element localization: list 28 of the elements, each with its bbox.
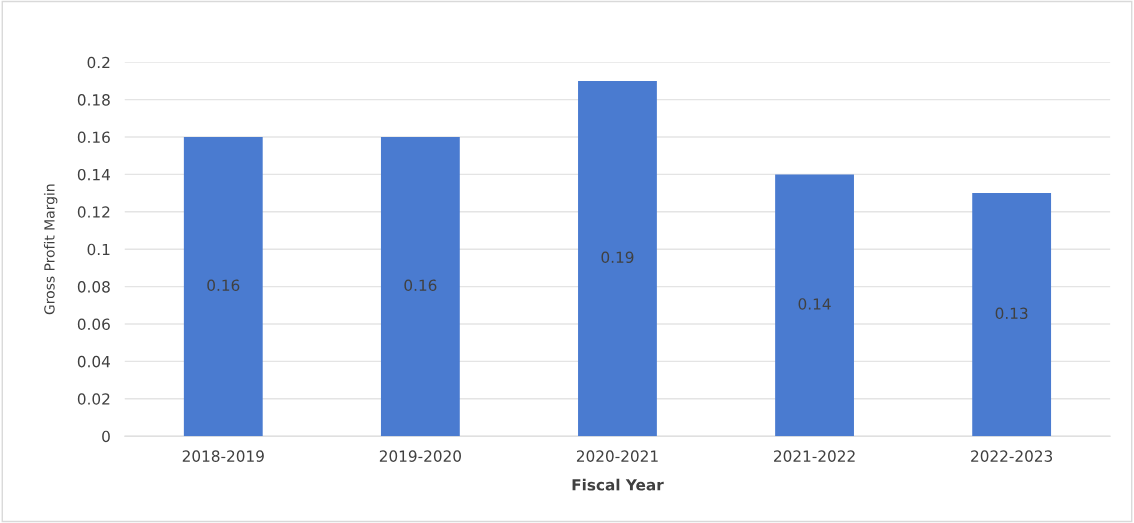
bar (578, 80, 657, 437)
data-label: 0.19 (601, 251, 634, 263)
y-axis-title: Gross Profit Margin (43, 184, 58, 315)
data-label: 0.16 (404, 279, 437, 292)
y-tick-label: 0.02 (77, 393, 110, 405)
x-axis-title: Fiscal Year (572, 478, 664, 491)
bar (380, 137, 460, 437)
x-tick-label: 2018-2019 (182, 450, 264, 462)
y-tick-label: 0.2 (87, 56, 110, 69)
y-tick-label: 0.08 (77, 281, 110, 293)
y-tick-label: 0.04 (77, 355, 110, 368)
y-tick-label: 0.18 (77, 94, 110, 106)
x-tick-label: 2020-2021 (576, 450, 658, 462)
data-label: 0.16 (207, 279, 240, 292)
bar (183, 137, 263, 437)
y-tick-label: 0.16 (77, 131, 110, 144)
bar (972, 193, 1052, 437)
data-label: 0.13 (995, 307, 1028, 320)
y-tick-label: 0.06 (77, 318, 110, 331)
x-tick-label: 2019-2020 (379, 450, 461, 462)
y-tick-label: 0.14 (77, 168, 110, 181)
y-tick-label: 0.12 (77, 206, 110, 218)
x-tick-label: 2021-2022 (774, 450, 855, 462)
data-label: 0.14 (798, 298, 831, 310)
bar (775, 174, 854, 437)
y-tick-label: 0 (102, 430, 110, 443)
y-tick-label: 0.1 (87, 243, 110, 256)
x-tick-label: 2022-2023 (971, 450, 1053, 462)
